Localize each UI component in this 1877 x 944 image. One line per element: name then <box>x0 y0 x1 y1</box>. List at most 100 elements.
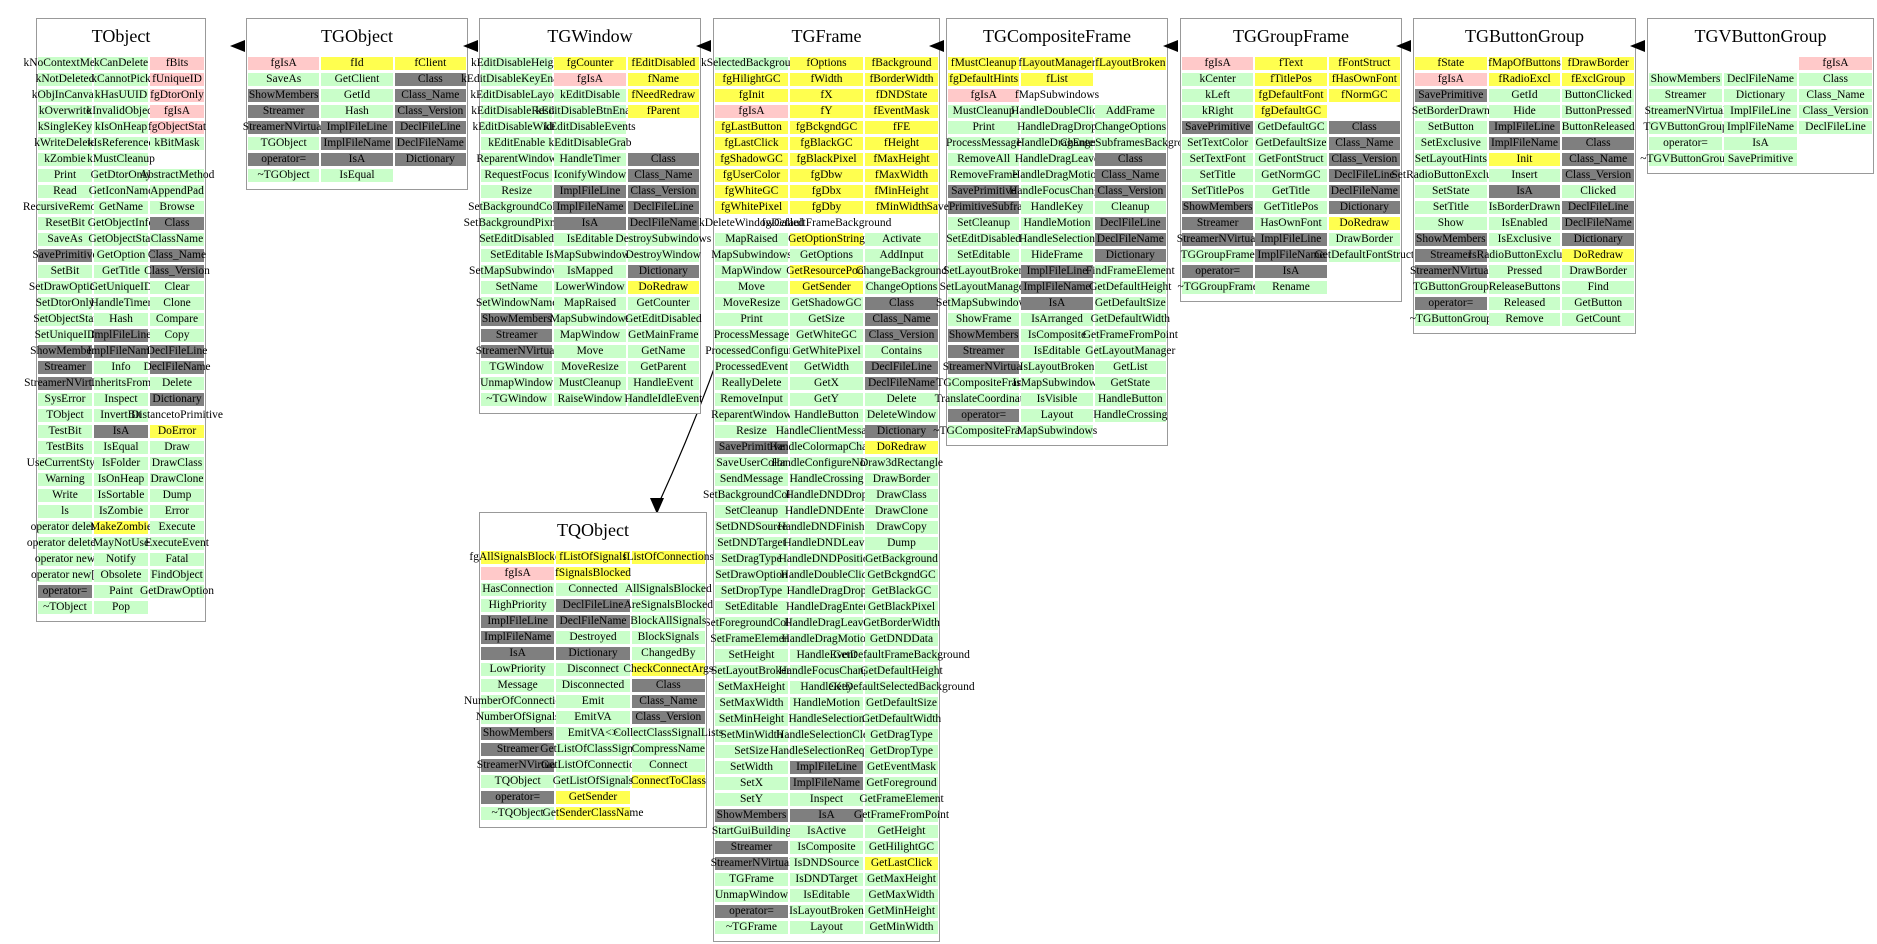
member-cell-ReparentWindow[interactable]: ReparentWindow <box>711 409 792 422</box>
member-cell-Class[interactable]: Class <box>150 217 204 230</box>
member-cell-SetMaxHeight[interactable]: SetMaxHeight <box>715 681 788 694</box>
member-cell-Class_Name[interactable]: Class_Name <box>1094 169 1166 182</box>
member-cell-HandleDragLeave[interactable]: HandleDragLeave <box>784 617 869 630</box>
member-cell-fgAllSignalsBlocked[interactable]: fgAllSignalsBlocked <box>469 551 566 564</box>
member-cell-SetMapSubwindows[interactable]: SetMapSubwindows <box>936 297 1031 310</box>
member-cell-GetBlackGC[interactable]: GetBlackGC <box>865 585 938 598</box>
member-cell-Insert[interactable]: Insert <box>1488 169 1561 182</box>
member-cell-fParent[interactable]: fParent <box>627 105 699 118</box>
member-cell-Resize[interactable]: Resize <box>481 185 553 198</box>
member-cell-operator[interactable]: operator= <box>715 905 788 918</box>
member-cell-Dictionary[interactable]: Dictionary <box>394 153 466 166</box>
member-cell-HandleDNDEnter[interactable]: HandleDNDEnter <box>785 505 868 518</box>
class-title-link[interactable]: TQObject <box>557 520 629 540</box>
member-cell-GetLayoutManager[interactable]: GetLayoutManager <box>1085 345 1175 358</box>
member-cell-kSingleKey[interactable]: kSingleKey <box>38 121 92 134</box>
member-cell-DeclFileLine[interactable]: DeclFileLine <box>1799 121 1872 134</box>
member-cell-fMaxHeight[interactable]: fMaxHeight <box>865 153 938 166</box>
member-cell-kEditDisableWidth[interactable]: kEditDisableWidth <box>472 121 561 134</box>
member-cell-GetDragType[interactable]: GetDragType <box>865 729 938 742</box>
member-cell-kEditDisableLayout[interactable]: kEditDisableLayout <box>470 89 563 102</box>
member-cell-Class_Version[interactable]: Class_Version <box>865 329 938 342</box>
member-cell-TranslateCoordinates[interactable]: TranslateCoordinates <box>935 393 1033 406</box>
member-cell-BlockAllSignals[interactable]: BlockAllSignals <box>630 615 706 628</box>
member-cell-Clear[interactable]: Clear <box>150 281 204 294</box>
member-cell-DoRedraw[interactable]: DoRedraw <box>1328 217 1400 230</box>
member-cell-GetShadowGC[interactable]: GetShadowGC <box>790 297 863 310</box>
member-cell-ImplFileLine[interactable]: ImplFileLine <box>554 185 626 198</box>
member-cell-DoError[interactable]: DoError <box>150 425 204 438</box>
member-cell-GetOptions[interactable]: GetOptions <box>790 249 863 262</box>
member-cell-SetDrawOption[interactable]: SetDrawOption <box>29 281 101 294</box>
member-cell-TGFrame[interactable]: TGFrame <box>715 873 788 886</box>
member-cell-kEditDisableGrab[interactable]: kEditDisableGrab <box>548 137 632 150</box>
member-cell-DestroyWindow[interactable]: DestroyWindow <box>626 249 701 262</box>
member-cell-HandleDragMotion[interactable]: HandleDragMotion <box>1012 169 1102 182</box>
member-cell-Hide[interactable]: Hide <box>1488 105 1561 118</box>
member-cell-operator[interactable]: operator= <box>1415 297 1487 310</box>
member-cell-GetWidth[interactable]: GetWidth <box>790 361 863 374</box>
member-cell-DeclFileName[interactable]: DeclFileName <box>1328 185 1400 198</box>
member-cell-TQObject[interactable]: TQObject <box>481 775 555 788</box>
member-cell-MapSubwindows[interactable]: MapSubwindows <box>550 313 630 326</box>
member-cell-SetObjectStat[interactable]: SetObjectStat <box>33 313 97 326</box>
member-cell-DeclFileLine[interactable]: DeclFileLine <box>865 361 938 374</box>
member-cell-Write[interactable]: Write <box>38 489 92 502</box>
member-cell-fUniqueID[interactable]: fUniqueID <box>150 73 204 86</box>
member-cell-Class[interactable]: Class <box>631 679 705 692</box>
member-cell-Execute[interactable]: Execute <box>150 521 204 534</box>
member-cell-AllSignalsBlocked[interactable]: AllSignalsBlocked <box>625 583 712 596</box>
member-cell-Dictionary[interactable]: Dictionary <box>1724 89 1797 102</box>
member-cell-SetDNDSource[interactable]: SetDNDSource <box>715 521 788 534</box>
member-cell-IsActive[interactable]: IsActive <box>790 825 863 838</box>
member-cell-Class_Name[interactable]: Class_Name <box>865 313 938 326</box>
member-cell-Activate[interactable]: Activate <box>865 233 938 246</box>
member-cell-SetMinWidth[interactable]: SetMinWidth <box>715 729 788 742</box>
member-cell-RemoveFrame[interactable]: RemoveFrame <box>948 169 1020 182</box>
member-cell-HandleMotion[interactable]: HandleMotion <box>790 697 863 710</box>
member-cell-ImplFileLine[interactable]: ImplFileLine <box>790 761 863 774</box>
member-cell-StreamerNVirtual[interactable]: StreamerNVirtual <box>1645 105 1726 118</box>
member-cell-operator[interactable]: operator= <box>1649 137 1722 150</box>
member-cell-kNoContextMenu[interactable]: kNoContextMenu <box>23 57 107 70</box>
member-cell-DrawClass[interactable]: DrawClass <box>150 457 204 470</box>
member-cell-SavePrimitive[interactable]: SavePrimitive <box>715 441 788 454</box>
member-cell-SetDragType[interactable]: SetDragType <box>715 553 788 566</box>
member-cell-IsSortable[interactable]: IsSortable <box>94 489 148 502</box>
member-cell-GetDNDData[interactable]: GetDNDData <box>865 633 938 646</box>
member-cell-GetListOfSignals[interactable]: GetListOfSignals <box>553 775 633 788</box>
member-cell-IsOnHeap[interactable]: IsOnHeap <box>94 473 148 486</box>
member-cell-HandleCrossing[interactable]: HandleCrossing <box>1093 409 1167 422</box>
member-cell-Class_Name[interactable]: Class_Name <box>1562 153 1635 166</box>
member-cell-ProcessMessage[interactable]: ProcessMessage <box>714 329 789 342</box>
member-cell-Class[interactable]: Class <box>1094 153 1166 166</box>
member-cell-ConnectToClass[interactable]: ConnectToClass <box>631 775 706 788</box>
member-cell-ShowMembers[interactable]: ShowMembers <box>481 313 553 326</box>
member-cell-HandleDoubleClick[interactable]: HandleDoubleClick <box>781 569 872 582</box>
member-cell-GetButton[interactable]: GetButton <box>1562 297 1635 310</box>
member-cell-DeclFileLine[interactable]: DeclFileLine <box>627 201 699 214</box>
member-cell-ShowMembers[interactable]: ShowMembers <box>30 345 100 358</box>
member-cell-ImplFileName[interactable]: ImplFileName <box>554 201 626 214</box>
member-cell-HandleIdleEvent[interactable]: HandleIdleEvent <box>624 393 702 406</box>
member-cell-HandleDragDrop[interactable]: HandleDragDrop <box>787 585 866 598</box>
member-cell-Destroyed[interactable]: Destroyed <box>556 631 630 644</box>
member-cell-DeclFileName[interactable]: DeclFileName <box>865 377 938 390</box>
member-cell-IsEditable[interactable]: IsEditable <box>554 233 626 246</box>
member-cell-Notify[interactable]: Notify <box>94 553 148 566</box>
member-cell-fBackground[interactable]: fBackground <box>865 57 938 70</box>
class-title-link[interactable]: TObject <box>91 26 151 46</box>
member-cell-CollectClassSignalLists[interactable]: CollectClassSignalLists <box>613 727 723 740</box>
member-cell-GetDrawOption[interactable]: GetDrawOption <box>140 585 214 598</box>
member-cell-TGCompositeFrame[interactable]: TGCompositeFrame <box>936 377 1031 390</box>
member-cell-TGButtonGroup[interactable]: ~TGButtonGroup <box>1410 313 1492 326</box>
member-cell-MustCleanup[interactable]: MustCleanup <box>554 377 626 390</box>
member-cell-fgDefaultHints[interactable]: fgDefaultHints <box>948 73 1020 86</box>
member-cell-fMapSubwindows[interactable]: fMapSubwindows <box>1015 89 1099 102</box>
member-cell-DeclFileName[interactable]: DeclFileName <box>394 137 466 150</box>
member-cell-StreamerNVirtual[interactable]: StreamerNVirtual <box>243 121 325 134</box>
member-cell-StartGuiBuilding[interactable]: StartGuiBuilding <box>712 825 791 838</box>
member-cell-SetWindowName[interactable]: SetWindowName <box>476 297 557 310</box>
member-cell-GetMinHeight[interactable]: GetMinHeight <box>865 905 938 918</box>
member-cell-kEditDisableBtnEnable[interactable]: kEditDisableBtnEnable <box>536 105 644 118</box>
